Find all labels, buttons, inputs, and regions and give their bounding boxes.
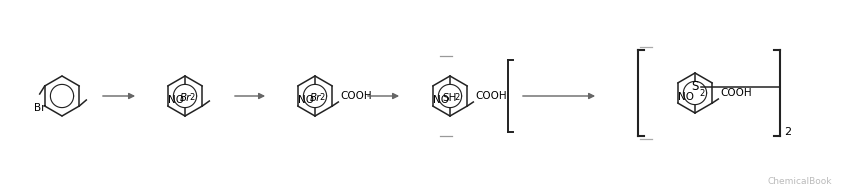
Text: 2: 2 <box>189 92 195 102</box>
Text: NO: NO <box>168 95 183 105</box>
Text: ChemicalBook: ChemicalBook <box>767 178 831 186</box>
Text: COOH: COOH <box>720 88 751 98</box>
Text: 2: 2 <box>319 92 325 102</box>
Text: SH: SH <box>443 93 456 103</box>
Text: COOH: COOH <box>474 91 506 101</box>
Text: 2: 2 <box>698 90 703 98</box>
Text: S: S <box>691 80 698 92</box>
Text: NO: NO <box>678 92 693 102</box>
Text: Br: Br <box>309 93 320 103</box>
Text: NO: NO <box>432 95 449 105</box>
Text: 2: 2 <box>454 92 459 102</box>
Text: Br: Br <box>179 93 190 103</box>
Text: Br: Br <box>34 103 46 113</box>
Text: COOH: COOH <box>340 91 371 101</box>
Text: 2: 2 <box>784 127 790 137</box>
Text: NO: NO <box>298 95 313 105</box>
